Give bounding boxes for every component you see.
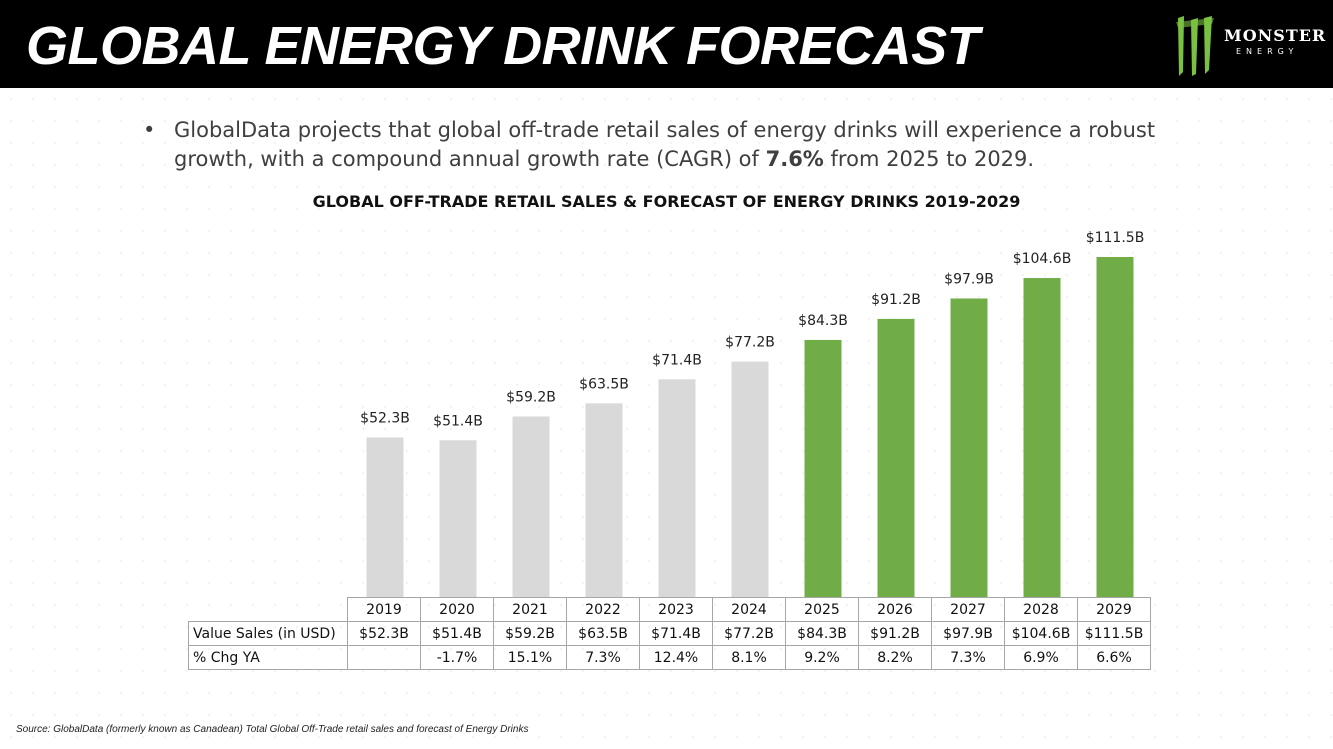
table-cell-2029: $111.5B: [1077, 621, 1151, 646]
table-corner-cell: [188, 597, 348, 622]
summary-text: GlobalData projects that global off-trad…: [174, 116, 1234, 174]
row-label: % Chg YA: [188, 645, 348, 670]
row-label: Value Sales (in USD): [188, 621, 348, 646]
data-label-2028: $104.6B: [1013, 251, 1072, 267]
page-title: GLOBAL ENERGY DRINK FORECAST: [26, 16, 980, 76]
table-cell-2027: $97.9B: [931, 621, 1005, 646]
year-header-2020: 2020: [420, 597, 494, 622]
data-label-2021: $59.2B: [506, 389, 556, 405]
bar-2028: [1023, 278, 1061, 597]
bar-2025: [804, 339, 842, 597]
year-header-2029: 2029: [1077, 597, 1151, 622]
table-cell-2026: 8.2%: [858, 645, 932, 670]
bar-2023: [658, 379, 696, 597]
bar-2022: [585, 403, 623, 597]
table-header-row: 2019 2020 2021 2022 2023 2024 2025 2026 2027 2028…: [188, 597, 1151, 622]
table-cell-2022: $63.5B: [566, 621, 640, 646]
year-header-2023: 2023: [639, 597, 713, 622]
table-cell-2025: $84.3B: [785, 621, 859, 646]
bar-2024: [731, 361, 769, 597]
data-table: 2019 2020 2021 2022 2023 2024 2025 2026 2027 2028…: [188, 597, 1151, 670]
year-header-2022: 2022: [566, 597, 640, 622]
year-header-2028: 2028: [1004, 597, 1078, 622]
data-label-2027: $97.9B: [944, 271, 994, 287]
year-header-2019: 2019: [347, 597, 421, 622]
table-cell-2024: 8.1%: [712, 645, 786, 670]
table-cell-2028: $104.6B: [1004, 621, 1078, 646]
table-cell-2021: 15.1%: [493, 645, 567, 670]
logo-wordmark: MONSTER: [1224, 26, 1327, 45]
monster-energy-logo: MONSTER ENERGY: [1174, 12, 1327, 78]
table-row: % Chg YA -1.7% 15.1% 7.3% 12.4% 8.1% 9.2% 8.2% 7…: [188, 645, 1151, 670]
year-header-2024: 2024: [712, 597, 786, 622]
table-cell-2023: 12.4%: [639, 645, 713, 670]
data-label-2022: $63.5B: [579, 376, 629, 392]
bar-2029: [1096, 257, 1134, 597]
chart-title: GLOBAL OFF-TRADE RETAIL SALES & FORECAST…: [312, 192, 1021, 211]
table-cell-2029: 6.6%: [1077, 645, 1151, 670]
summary-text-start: GlobalData projects that global off-trad…: [174, 118, 1156, 171]
table-cell-2024: $77.2B: [712, 621, 786, 646]
year-header-2026: 2026: [858, 597, 932, 622]
table-cell-2019: [347, 645, 421, 670]
table-cell-2020: -1.7%: [420, 645, 494, 670]
header-bar: GLOBAL ENERGY DRINK FORECAST MONSTER ENE…: [0, 0, 1333, 88]
table-cell-2020: $51.4B: [420, 621, 494, 646]
year-header-2025: 2025: [785, 597, 859, 622]
table-cell-2019: $52.3B: [347, 621, 421, 646]
data-label-2020: $51.4B: [433, 413, 483, 429]
data-label-2029: $111.5B: [1086, 230, 1145, 246]
table-cell-2022: 7.3%: [566, 645, 640, 670]
monster-claw-icon: [1176, 16, 1214, 76]
table-cell-2023: $71.4B: [639, 621, 713, 646]
year-header-2021: 2021: [493, 597, 567, 622]
table-cell-2026: $91.2B: [858, 621, 932, 646]
bar-2021: [512, 416, 550, 597]
bar-2026: [877, 318, 915, 597]
year-header-2027: 2027: [931, 597, 1005, 622]
table-cell-2025: 9.2%: [785, 645, 859, 670]
table-cell-2028: 6.9%: [1004, 645, 1078, 670]
table-cell-2021: $59.2B: [493, 621, 567, 646]
data-label-2023: $71.4B: [652, 352, 702, 368]
data-label-2026: $91.2B: [871, 292, 921, 308]
bar-2019: [366, 437, 404, 597]
data-label-2024: $77.2B: [725, 335, 775, 351]
cagr-highlight: 7.6%: [765, 147, 824, 171]
bar-2027: [950, 298, 988, 597]
data-label-2025: $84.3B: [798, 313, 848, 329]
source-note: Source: GlobalData (formerly known as Ca…: [16, 724, 529, 735]
summary-text-end: from 2025 to 2029.: [823, 147, 1035, 171]
data-label-2019: $52.3B: [360, 411, 410, 427]
bullet-point: •: [143, 118, 156, 142]
logo-subtitle: ENERGY: [1236, 47, 1299, 56]
table-cell-2027: 7.3%: [931, 645, 1005, 670]
table-row: Value Sales (in USD) $52.3B $51.4B $59.2B $6…: [188, 621, 1151, 646]
bar-2020: [439, 440, 477, 597]
